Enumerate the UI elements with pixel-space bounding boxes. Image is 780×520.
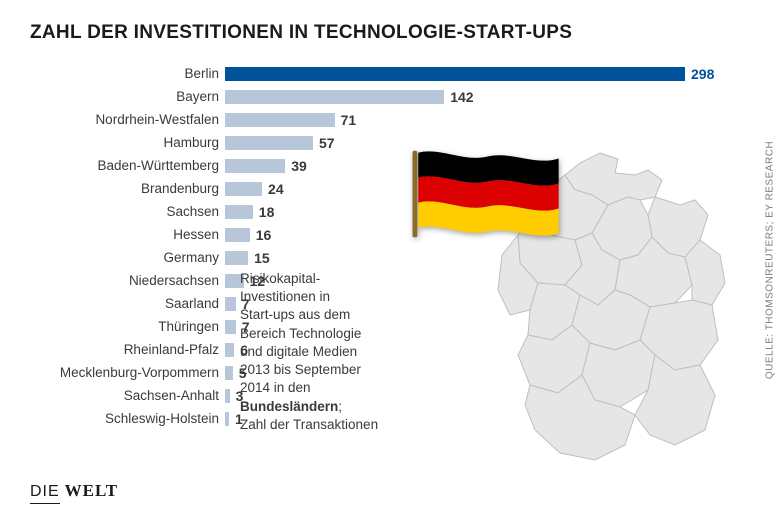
bar-value: 142 — [444, 89, 473, 105]
bar-row: Nordrhein-Westfalen 71 — [30, 108, 750, 131]
bar — [225, 67, 685, 81]
bar-label: Niedersachsen — [30, 273, 225, 288]
germany-flag-icon — [410, 145, 565, 245]
source-credit: QUELLE: THOMSONREUTERS; EY RESEARCH — [764, 141, 775, 379]
caption-line: 2014 in den — [240, 380, 311, 395]
bar-value: 24 — [262, 181, 284, 197]
bar-label: Sachsen — [30, 204, 225, 219]
caption-line: Bereich Technologie — [240, 326, 361, 341]
bar — [225, 251, 248, 265]
bar — [225, 136, 313, 150]
bar-value: 39 — [285, 158, 307, 174]
bar — [225, 343, 234, 357]
bar-value: 57 — [313, 135, 335, 151]
bar-label: Schleswig-Holstein — [30, 411, 225, 426]
bar — [225, 90, 444, 104]
bar-row: Berlin 298 — [30, 62, 750, 85]
bar-label: Nordrhein-Westfalen — [30, 112, 225, 127]
bar-label: Thüringen — [30, 319, 225, 334]
bar-label: Baden-Württemberg — [30, 158, 225, 173]
publisher-logo: DIE WELT — [30, 481, 118, 504]
bar — [225, 159, 285, 173]
bar-value: 16 — [250, 227, 272, 243]
caption-line: Risikokapital- — [240, 271, 320, 286]
bar — [225, 366, 233, 380]
caption-line: 2013 bis September — [240, 362, 361, 377]
bar-label: Hamburg — [30, 135, 225, 150]
chart-title: ZAHL DER INVESTITIONEN IN TECHNOLOGIE-ST… — [30, 22, 750, 44]
bar-label: Saarland — [30, 296, 225, 311]
bar-label: Sachsen-Anhalt — [30, 388, 225, 403]
bar-label: Bayern — [30, 89, 225, 104]
bar-label: Rheinland-Pfalz — [30, 342, 225, 357]
bar-label: Mecklenburg-Vorpommern — [30, 365, 225, 380]
caption-line: Zahl der Transaktionen — [240, 417, 378, 432]
bar-row: Bayern 142 — [30, 85, 750, 108]
brand-part-1: DIE — [30, 483, 60, 504]
bar — [225, 320, 236, 334]
bar — [225, 113, 335, 127]
caption-line: Start-ups aus dem — [240, 307, 350, 322]
bar-label: Berlin — [30, 66, 225, 81]
bar — [225, 205, 253, 219]
bar — [225, 182, 262, 196]
bar-value: 15 — [248, 250, 270, 266]
bar-label: Hessen — [30, 227, 225, 242]
bar — [225, 297, 236, 311]
caption-line: und digitale Medien — [240, 344, 357, 359]
bar-label: Brandenburg — [30, 181, 225, 196]
bar — [225, 228, 250, 242]
caption-line: ; — [338, 399, 342, 414]
bar-value: 71 — [335, 112, 357, 128]
chart-caption: Risikokapital- Investitionen in Start-up… — [240, 270, 390, 434]
caption-bold: Bundesländern — [240, 399, 338, 414]
brand-part-2: WELT — [65, 481, 118, 501]
bar-label: Germany — [30, 250, 225, 265]
bar-value: 18 — [253, 204, 275, 220]
bar-value: 298 — [685, 66, 714, 82]
caption-line: Investitionen in — [240, 289, 330, 304]
